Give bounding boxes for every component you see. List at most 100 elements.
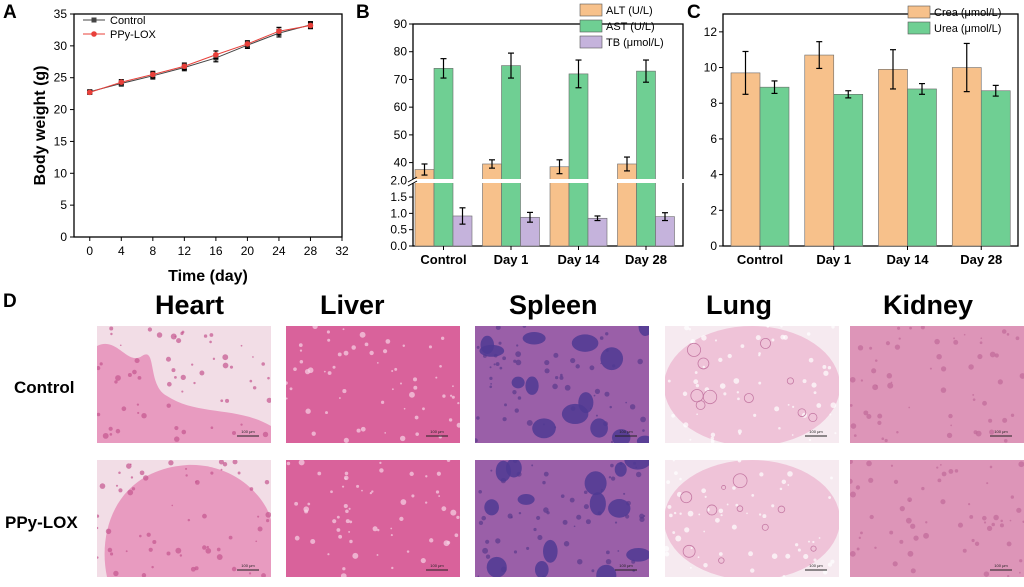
scale-bar-label: 100 μm [994,429,1008,434]
white-pulp-follicle [484,499,499,516]
bar [730,72,761,247]
tissue-speck [342,328,345,331]
tissue-speck [240,344,243,347]
tissue-speck [980,337,983,340]
tissue-speck [855,485,861,490]
tissue-speck [121,406,127,412]
tissue-speck [827,366,832,370]
histology-image-spleen-control: 100 μm [475,326,649,443]
tissue-speck [736,391,740,394]
tissue-speck [771,553,778,559]
alveolus [736,505,744,512]
row-label-control: Control [14,378,75,397]
data-point [150,71,156,78]
tissue-speck [738,432,741,435]
legend-marker [91,31,97,37]
tissue-speck [687,510,694,517]
y-tick-label: 30 [54,39,68,53]
tissue-speck [982,400,987,406]
tissue-speck [605,550,610,555]
y-tick-label: 10 [704,61,718,75]
x-tick-label: 4 [118,244,125,258]
tissue-speck [629,404,636,410]
white-pulp-follicle [590,418,608,438]
error-bar [890,49,896,90]
tissue-speck [344,471,349,476]
data-point [213,51,219,58]
tissue-speck [495,362,500,366]
tissue-speck [507,513,513,519]
tissue-speck [436,471,441,476]
tissue-speck [533,527,537,532]
bar [617,163,637,247]
tissue-speck [975,430,982,437]
tissue-speck [910,568,916,574]
white-pulp-follicle [626,547,649,562]
tissue-speck [637,358,643,365]
tissue-speck [946,432,953,439]
tissue-speck [97,514,100,518]
tissue-speck [422,407,425,411]
tissue-speck [435,490,440,494]
y-tick-label: 8 [710,96,717,110]
tissue-speck [343,437,349,443]
tissue-speck [343,350,349,356]
histology-image-liver-ppy-lox: 100 μm [286,460,460,577]
tissue-speck [115,375,121,381]
tissue-speck [400,499,407,505]
tissue-speck [255,540,258,543]
tissue-region [665,326,839,443]
tissue-speck [869,514,874,520]
tissue-speck [481,515,487,521]
tissue-speck [585,519,591,525]
tissue-speck [502,356,507,361]
tissue-speck [125,550,128,553]
tissue-speck [102,432,109,439]
tissue-speck [583,490,588,495]
tissue-speck [376,361,379,364]
tissue-speck [899,539,904,544]
tissue-speck [889,530,894,535]
tissue-speck [372,526,378,532]
axis-break-mark [407,176,418,183]
tissue-speck [171,368,176,373]
tissue-speck [137,411,140,415]
tissue-speck [336,528,341,532]
x-tick-label: Day 14 [558,252,601,267]
tissue-speck [577,559,583,565]
tissue-speck [305,408,311,414]
tissue-speck [640,416,646,423]
alveolus [786,377,794,385]
tissue-speck [174,436,180,442]
tissue-speck [573,525,576,528]
tissue-speck [191,363,194,366]
tissue-speck [99,362,103,366]
scale-bar-label: 100 μm [430,429,444,434]
tissue-speck [166,381,172,387]
white-pulp-follicle [624,460,649,470]
tissue-speck [231,566,237,572]
error-bar [643,59,649,83]
histology-image-heart-ppy-lox: 100 μm [97,460,271,577]
tissue-speck [991,522,995,527]
tissue-speck [562,519,568,525]
tissue-speck [560,373,563,377]
y-tick-label: 15 [54,134,68,148]
y-axis-title: Body weight (g) [32,66,49,186]
tissue-speck [899,505,905,512]
tissue-speck [249,379,253,383]
alveolus [797,408,807,417]
tissue-speck [97,366,101,371]
tissue-speck [830,402,837,409]
panel-label-d: D [3,291,17,312]
tissue-speck [438,495,441,497]
tissue-speck [953,337,956,340]
data-point [86,89,93,96]
tissue-speck [165,356,172,362]
tissue-speck [252,386,257,390]
scale-bar-label: 100 μm [809,429,823,434]
scale-bar-label: 100 μm [241,563,255,568]
tissue-speck [166,551,171,556]
tissue-speck [352,552,359,559]
y-tick-label: 70 [394,72,408,86]
